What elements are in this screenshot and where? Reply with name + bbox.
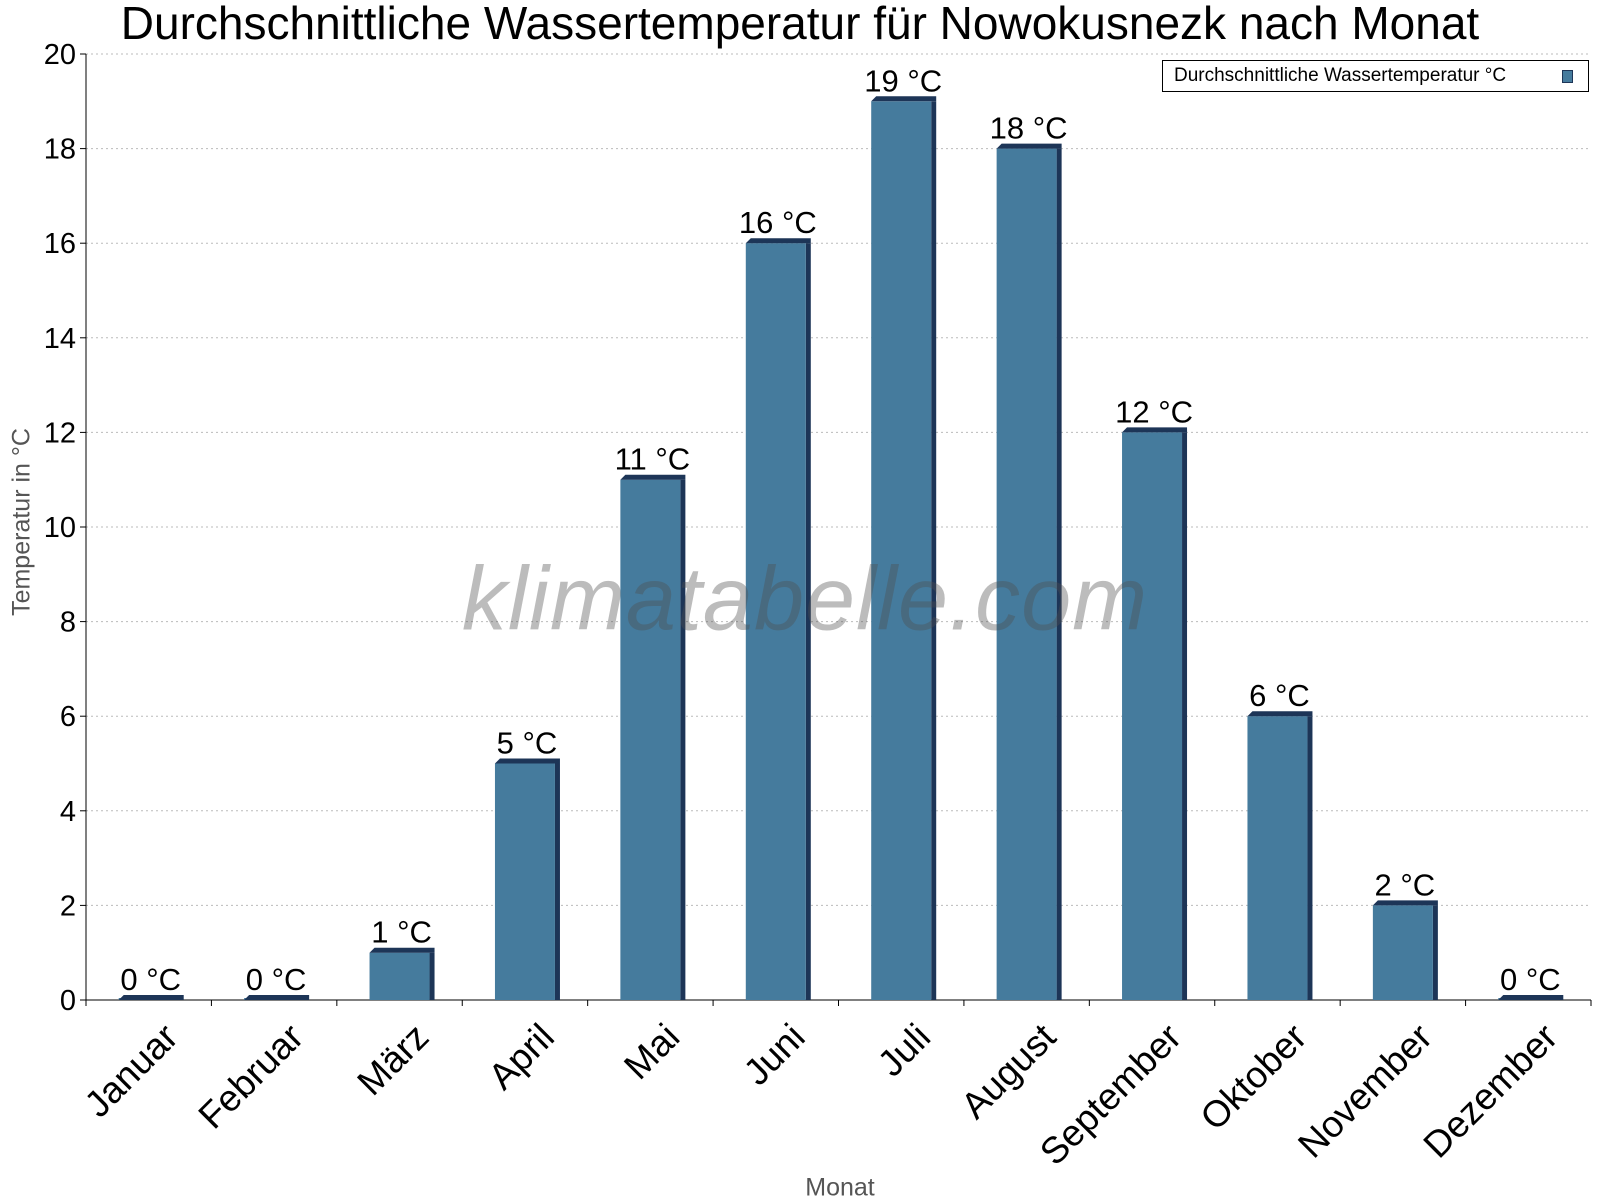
y-tick-label: 14 <box>44 323 76 355</box>
bar-september <box>1122 432 1183 1000</box>
bar-august-top <box>996 143 1062 149</box>
y-tick-label: 8 <box>60 607 76 639</box>
bar-märz-side <box>429 952 435 1000</box>
bar-januar-top <box>118 995 184 1000</box>
bar-mai-side <box>680 479 686 1000</box>
data-label: 11 °C <box>615 442 691 477</box>
legend-swatch <box>1562 70 1573 83</box>
bar-juni-top <box>745 238 811 244</box>
x-tick-label: April <box>481 1016 562 1097</box>
bar-oktober-side <box>1307 716 1313 1000</box>
bar-april-side <box>554 763 560 1000</box>
bar-august <box>996 148 1057 1001</box>
y-tick-label: 0 <box>60 985 76 1017</box>
bar-september-top <box>1122 427 1188 433</box>
bar-november <box>1372 905 1433 1000</box>
data-label: 12 °C <box>1115 394 1193 429</box>
y-tick-label: 2 <box>60 890 76 922</box>
bar-april-top <box>494 758 560 764</box>
bar-mai <box>620 479 681 1000</box>
bar-juli-top <box>871 96 937 102</box>
bar-dezember-top <box>1498 995 1564 1000</box>
data-label: 16 °C <box>739 205 817 240</box>
x-tick-label: November <box>1290 1016 1440 1166</box>
bar-juli <box>871 101 932 1001</box>
x-tick-label: März <box>349 1016 436 1103</box>
data-label: 1 °C <box>371 915 432 950</box>
y-tick-label: 18 <box>44 134 76 166</box>
x-tick-label: August <box>953 1015 1064 1126</box>
x-tick-label: Januar <box>77 1016 186 1125</box>
x-tick-label: Juni <box>736 1016 813 1093</box>
data-label: 0 °C <box>120 962 181 997</box>
bar-august-side <box>1056 148 1062 1001</box>
data-label: 0 °C <box>246 962 307 997</box>
bar-mai-top <box>620 474 686 480</box>
x-tick-label: Oktober <box>1192 1016 1314 1138</box>
bar-november-side <box>1432 905 1438 1000</box>
bar-märz-top <box>369 947 435 953</box>
watermark: klimatabelle.com <box>461 549 1149 650</box>
bar-juni <box>745 243 806 1000</box>
y-tick-label: 12 <box>44 417 76 449</box>
bar-september-side <box>1182 432 1188 1000</box>
bar-oktober <box>1247 716 1308 1000</box>
y-axis-label: Temperatur in °C <box>7 428 36 616</box>
data-label: 2 °C <box>1375 867 1436 902</box>
bar-juli-side <box>931 101 937 1001</box>
bar-april <box>494 763 555 1000</box>
data-label: 0 °C <box>1500 962 1561 997</box>
y-tick-label: 6 <box>60 701 76 733</box>
x-axis-label: Monat <box>805 1173 875 1202</box>
y-tick-label: 20 <box>44 39 76 71</box>
chart-title: Durchschnittliche Wassertemperatur für N… <box>120 0 1480 49</box>
bar-märz <box>369 952 430 1000</box>
bar-juni-side <box>805 243 811 1000</box>
data-label: 5 °C <box>497 726 558 761</box>
x-tick-label: Mai <box>616 1016 687 1087</box>
x-tick-label: Februar <box>190 1016 311 1137</box>
legend-label: Durchschnittliche Wassertemperatur °C <box>1174 65 1507 86</box>
x-tick-label: Juli <box>870 1016 938 1084</box>
y-tick-label: 10 <box>44 512 76 544</box>
bar-februar-top <box>244 995 310 1000</box>
bar-november-top <box>1372 900 1438 906</box>
data-label: 19 °C <box>864 63 942 98</box>
legend: Durchschnittliche Wassertemperatur °C <box>1162 60 1589 92</box>
bar-oktober-top <box>1247 711 1313 717</box>
y-tick-label: 16 <box>44 228 76 260</box>
data-label: 6 °C <box>1249 678 1310 713</box>
data-label: 18 °C <box>990 111 1068 146</box>
y-tick-label: 4 <box>60 796 76 828</box>
x-tick-label: Dezember <box>1416 1016 1566 1166</box>
